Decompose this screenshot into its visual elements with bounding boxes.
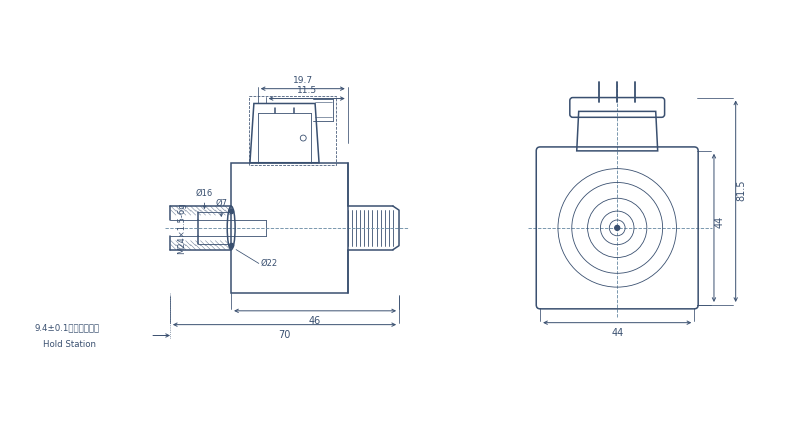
Text: 9.4±0.1（吸合位置）: 9.4±0.1（吸合位置） — [34, 324, 100, 332]
Text: Hold Station: Hold Station — [42, 340, 95, 350]
Text: 46: 46 — [309, 316, 322, 326]
Text: 44: 44 — [715, 215, 725, 228]
Text: 44: 44 — [611, 328, 623, 338]
Text: Ø22: Ø22 — [261, 259, 278, 268]
Bar — [231, 163, 348, 293]
Text: 81.5: 81.5 — [737, 180, 746, 201]
Circle shape — [614, 226, 620, 230]
Text: M24×1.5-6g: M24×1.5-6g — [178, 202, 186, 254]
Text: Ø16: Ø16 — [196, 189, 213, 198]
Text: 19.7: 19.7 — [293, 76, 313, 85]
Text: 70: 70 — [278, 329, 290, 339]
Text: 11.5: 11.5 — [297, 85, 317, 95]
Text: Ø7: Ø7 — [215, 199, 227, 208]
